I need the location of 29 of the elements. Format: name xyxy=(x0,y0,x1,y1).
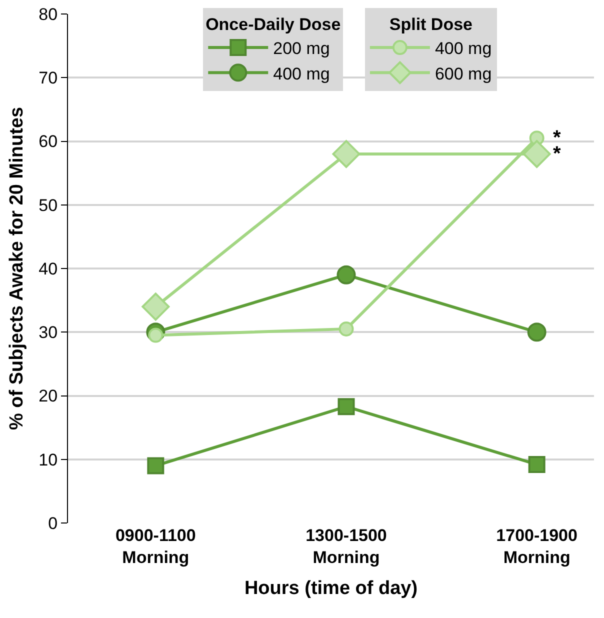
x-tick-label: 0900-1100 Morning xyxy=(115,526,196,568)
point xyxy=(527,322,546,342)
y-tick-label: 80 xyxy=(38,4,58,24)
y-tick-label: 20 xyxy=(38,386,58,406)
point xyxy=(336,265,356,284)
legend-label: 400 mg xyxy=(434,39,492,58)
point xyxy=(528,456,546,473)
point xyxy=(338,321,354,336)
point xyxy=(142,292,170,321)
point xyxy=(147,457,164,474)
legend-label: 400 mg xyxy=(273,64,330,84)
x-tick-label: 1700-1900 Morning xyxy=(496,526,578,568)
y-tick-label: 30 xyxy=(38,323,58,342)
x-axis-title: Hours (time of day) xyxy=(244,578,418,599)
point xyxy=(338,398,355,416)
y-tick-label: 0 xyxy=(48,514,58,533)
text: Once-Daily Dose xyxy=(206,14,341,34)
point xyxy=(522,140,551,168)
y-tick-label: 40 xyxy=(38,259,58,278)
y-tick-label: 10 xyxy=(38,450,58,470)
y-tick-label: 60 xyxy=(38,132,58,152)
y-axis-title: % of Subjects Awake for 20 Minutes xyxy=(6,106,28,430)
point xyxy=(332,140,360,168)
x-tick-label: 1300-1500 Morning xyxy=(306,526,387,568)
legend-label: 200 mg xyxy=(273,39,330,58)
y-tick-label: 70 xyxy=(38,68,58,88)
y-tick-label: 50 xyxy=(38,196,58,215)
legend-label: 600 mg xyxy=(434,64,492,84)
text: Split Dose xyxy=(389,14,473,34)
